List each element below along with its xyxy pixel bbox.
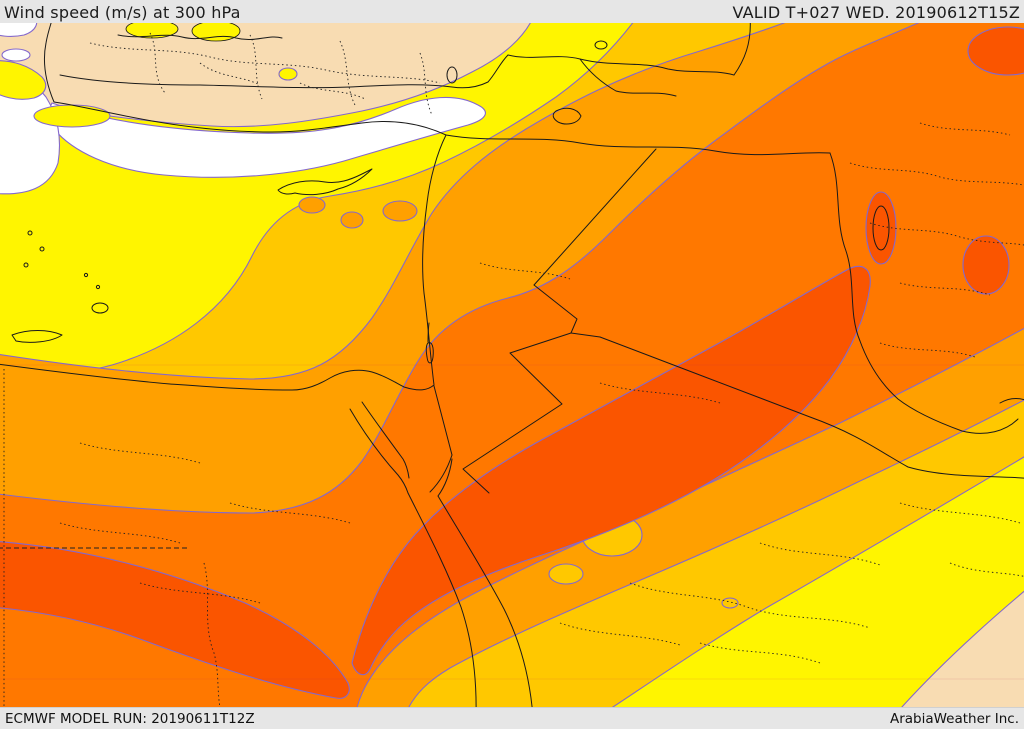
aegean-island-dot — [23, 262, 29, 268]
coastline-blacksea-south — [59, 54, 509, 89]
border-iraq-iran — [829, 152, 1019, 434]
lake-van-outline — [552, 107, 582, 125]
wind-band-light-southeast-corner — [901, 590, 1024, 707]
wind-band-moderate-southeast — [612, 456, 1024, 707]
wind-pocket-moderate-aegean-north — [33, 104, 111, 128]
footer-bar: ECMWF MODEL RUN: 20190611T12Z ArabiaWeat… — [0, 707, 1024, 729]
wind-band-lowest-mediterranean — [48, 96, 486, 178]
lake-sevan-outline — [594, 40, 608, 50]
jordan-river-line — [427, 322, 430, 343]
wind-band-jet-core-levant-iraq — [351, 266, 871, 676]
aegean-island-dot — [95, 284, 101, 290]
aegean-island-dot — [27, 230, 33, 236]
wind-band-very-strong — [0, 23, 1024, 707]
wind-pocket-strong-cyprus-3 — [382, 200, 418, 222]
wind-pocket-strong-cyprus-1 — [298, 196, 326, 214]
coastline-caspian-west — [733, 23, 751, 76]
map-title: Wind speed (m/s) at 300 hPa — [4, 3, 241, 22]
wind-pocket-moderate-anatolia — [278, 67, 298, 81]
coastline-red-sea — [407, 492, 533, 707]
wind-band-lowest-blacksea-corner — [0, 23, 38, 37]
model-run-label: ECMWF MODEL RUN: 20190611T12Z — [5, 710, 255, 727]
valid-time-label: VALID T+027 WED. 20190612T15Z — [732, 3, 1020, 22]
border-jordan-saudi-zigzag — [462, 332, 572, 494]
aegean-island-dot — [39, 246, 45, 252]
wind-band-jet-core-southwest — [0, 541, 350, 699]
coast-and-borders — [0, 23, 1024, 707]
wind-pocket-strong-cyprus-2 — [340, 211, 364, 229]
border-caucasus — [507, 54, 735, 76]
coastline-persian-gulf-head — [999, 398, 1024, 404]
admin-saudi-provinces — [559, 502, 1024, 664]
coastline-blacksea-north — [117, 34, 283, 41]
border-turkey-syria-iraq — [445, 134, 831, 156]
border-israel-egypt — [433, 385, 453, 456]
admin-turkey-provinces — [89, 32, 441, 116]
wind-pocket-fresh-saudi-2 — [548, 563, 584, 585]
coastline-gulf-of-aqaba — [429, 454, 453, 497]
lake-tuz-outline — [446, 66, 458, 84]
border-syria-iraq — [533, 148, 657, 286]
crete-outline — [11, 330, 63, 343]
aegean-island-dot — [83, 272, 89, 278]
coastline-gulf-of-suez — [349, 401, 410, 494]
wind-band-lowest-spot — [1, 48, 31, 62]
header-bar: Wind speed (m/s) at 300 hPa VALID T+027 … — [0, 0, 1024, 23]
admin-boundaries-dotted — [3, 32, 1024, 707]
wind-band-jet-core-northeast-corner — [967, 26, 1024, 76]
coastline-aegean-west-anatolia — [43, 23, 55, 103]
admin-iran-provinces — [849, 122, 1024, 358]
map-canvas — [0, 23, 1024, 707]
lake-urmia-outline — [872, 205, 890, 251]
wind-speed-contour-map — [0, 23, 1024, 707]
cyprus-outline — [277, 168, 373, 196]
wind-pocket-moderate-greece — [0, 60, 47, 100]
attribution-label: ArabiaWeather Inc. — [889, 710, 1019, 727]
admin-egypt-governorates — [59, 442, 351, 707]
border-jordan-iraq — [533, 284, 601, 338]
wind-bands — [0, 23, 1024, 707]
graticule-lines — [0, 364, 1024, 680]
admin-levant-lines — [479, 262, 721, 404]
wind-band-jet-core-zagros-blob — [962, 235, 1010, 295]
border-iraq-saudi — [599, 336, 1024, 479]
dead-sea-outline — [425, 342, 434, 364]
wind-pocket-fresh-saudi-3 — [721, 597, 739, 609]
border-armenia-azerbaijan — [579, 58, 677, 97]
rhodes-outline — [91, 302, 109, 314]
